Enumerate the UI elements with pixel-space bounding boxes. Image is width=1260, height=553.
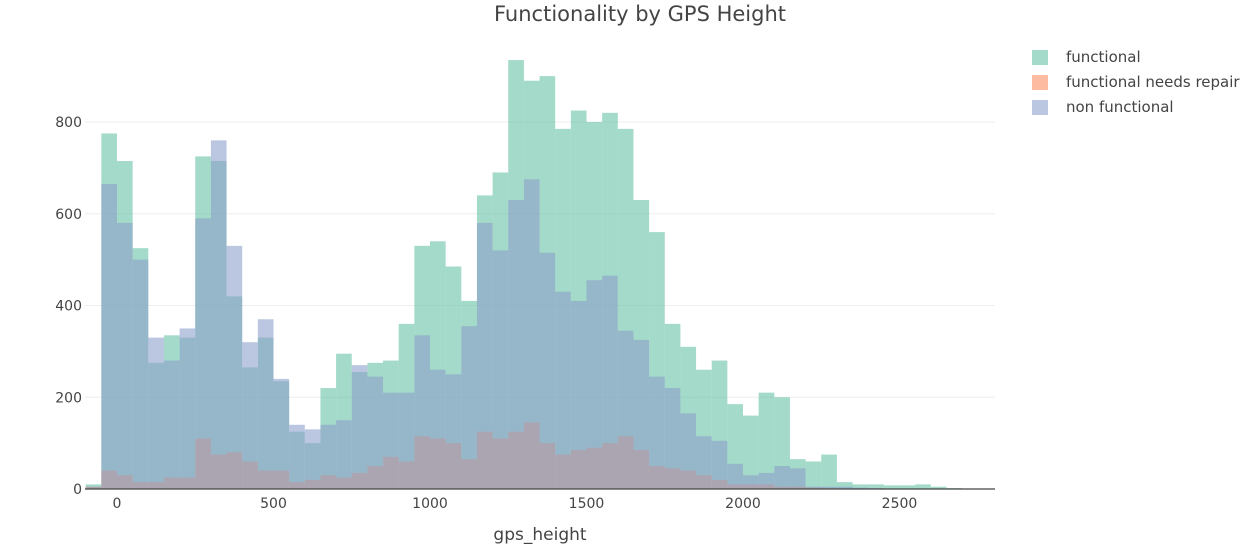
bar <box>523 179 540 489</box>
bar <box>148 337 164 489</box>
bar <box>774 466 790 489</box>
bar <box>836 482 853 489</box>
bar <box>367 376 384 489</box>
legend-label: non functional <box>1066 98 1174 116</box>
bar <box>852 487 869 489</box>
bar <box>555 291 571 489</box>
bar <box>85 486 102 489</box>
bar <box>336 420 352 489</box>
bar <box>430 369 446 489</box>
legend-swatch <box>1032 75 1048 90</box>
bar <box>633 339 650 489</box>
bar <box>758 472 775 489</box>
bar <box>836 486 853 489</box>
bar <box>195 218 211 489</box>
bar <box>883 485 900 489</box>
bar <box>899 485 916 489</box>
bar <box>398 392 415 489</box>
bar <box>257 319 274 489</box>
legend-label: functional needs repair <box>1066 73 1240 91</box>
bar <box>117 222 133 490</box>
bar <box>414 335 430 489</box>
bar <box>805 486 822 489</box>
bar <box>852 484 869 489</box>
bar <box>821 486 837 489</box>
bar <box>445 374 462 489</box>
bar <box>696 436 712 489</box>
legend: functional functional needs repair non fun… <box>1032 48 1240 116</box>
bar <box>320 424 337 489</box>
bar <box>711 440 728 489</box>
bar <box>586 280 603 489</box>
y-tick-label: 800 <box>55 115 82 131</box>
bar <box>649 376 665 489</box>
bar <box>789 468 806 489</box>
bar <box>101 183 117 489</box>
bar <box>930 486 947 489</box>
chart-title: Functionality by GPS Height <box>494 2 786 26</box>
bar <box>680 413 697 489</box>
bar <box>289 424 305 489</box>
x-tick-labels: 0 500 1000 1500 2000 2500 <box>113 496 918 512</box>
y-tick-label: 400 <box>55 299 82 315</box>
bar <box>226 245 243 489</box>
bar <box>242 342 258 489</box>
bar <box>664 388 681 489</box>
series-2 <box>85 140 900 490</box>
bar <box>602 275 618 489</box>
bar <box>492 250 509 489</box>
bar <box>821 454 837 489</box>
bar <box>727 463 743 489</box>
bar <box>304 429 321 489</box>
y-tick-label: 600 <box>55 207 82 223</box>
y-tick-labels: 0 200 400 600 800 <box>55 115 82 498</box>
bar <box>508 199 524 490</box>
bar <box>210 140 227 489</box>
bar <box>570 300 587 489</box>
bar <box>273 378 290 489</box>
x-tick-label: 1500 <box>569 496 605 512</box>
bar <box>383 392 399 489</box>
bar <box>179 328 196 489</box>
x-tick-label: 500 <box>260 496 287 512</box>
bars <box>85 60 963 490</box>
bar <box>461 326 477 489</box>
x-tick-label: 2500 <box>882 496 918 512</box>
bar <box>476 222 493 490</box>
bar <box>743 415 759 489</box>
x-tick-label: 1000 <box>412 496 448 512</box>
bar <box>132 259 149 489</box>
y-tick-label: 0 <box>73 482 82 498</box>
bar <box>163 360 180 489</box>
legend-label: functional <box>1066 48 1141 66</box>
bar <box>868 484 884 489</box>
x-tick-label: 0 <box>113 496 122 512</box>
bar <box>351 365 368 489</box>
x-tick-label: 2000 <box>725 496 761 512</box>
legend-swatch <box>1032 100 1048 115</box>
bar <box>539 252 556 489</box>
bar <box>617 330 634 489</box>
bar <box>915 484 931 489</box>
bar <box>758 392 775 489</box>
legend-swatch <box>1032 50 1048 65</box>
bar <box>805 461 822 489</box>
x-axis-label: gps_height <box>493 525 586 545</box>
bar <box>743 475 759 489</box>
y-tick-label: 200 <box>55 390 82 406</box>
